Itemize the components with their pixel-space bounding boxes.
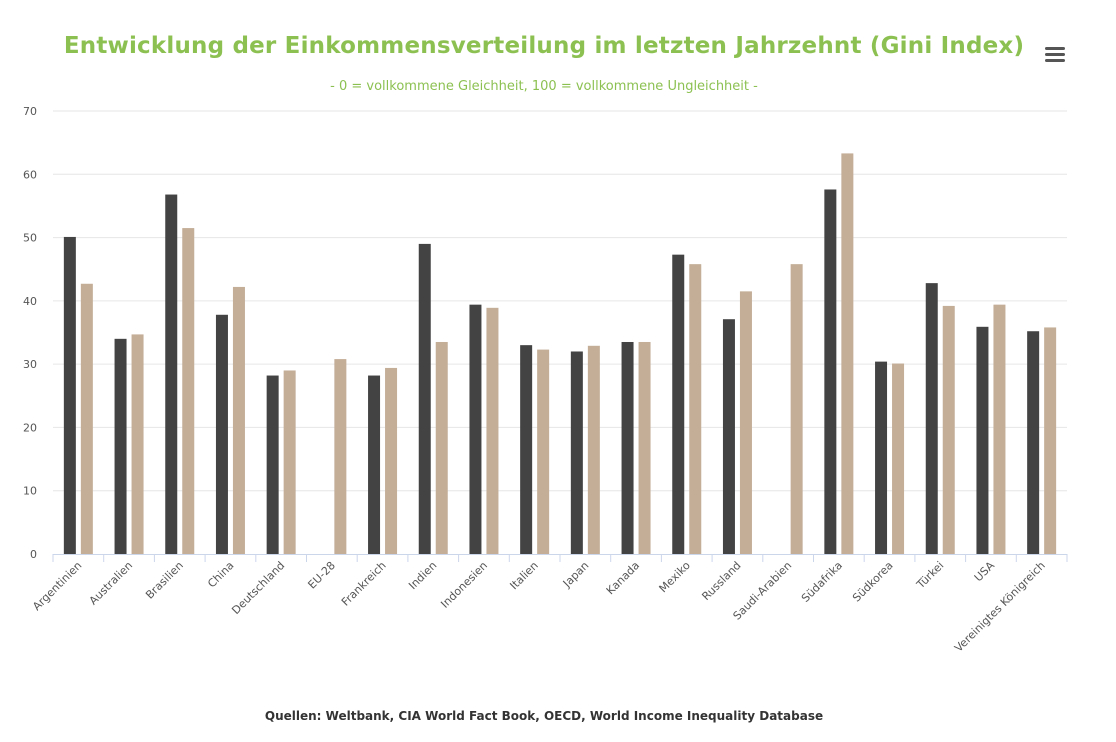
x-tick-label: Russland [699, 559, 743, 603]
bar [368, 375, 381, 554]
y-tick-label: 20 [23, 421, 37, 434]
bar [1027, 331, 1040, 554]
y-tick-label: 0 [30, 548, 37, 561]
chart-source: Quellen: Weltbank, CIA World Fact Book, … [264, 709, 824, 723]
bar [486, 307, 499, 554]
y-tick-label: 40 [23, 295, 37, 308]
bar [131, 334, 144, 554]
bar [942, 305, 955, 554]
bar [385, 367, 398, 554]
y-tick-label: 60 [23, 168, 37, 181]
x-tick-label: Südafrika [799, 559, 845, 605]
bar [418, 243, 431, 554]
bar [570, 351, 583, 554]
y-tick-label: 10 [23, 485, 37, 498]
x-tick-label: Türkei [913, 559, 946, 592]
x-tick-label: Kanada [604, 559, 642, 597]
bar [993, 304, 1006, 554]
bar [824, 189, 837, 554]
bar [621, 341, 634, 554]
bar [165, 194, 178, 554]
bar [469, 304, 482, 554]
x-tick-label: Australien [87, 559, 136, 608]
bar [537, 349, 550, 554]
y-tick-label: 30 [23, 358, 37, 371]
bar [334, 359, 347, 554]
bar [80, 283, 93, 554]
x-tick-label: Brasilien [143, 559, 186, 602]
hamburger-menu-icon[interactable] [1042, 44, 1068, 68]
bar [841, 153, 854, 554]
x-tick-label: Vereinigtes Königreich [952, 559, 1048, 655]
x-tick-label: Italien [507, 559, 540, 592]
bar [283, 370, 296, 554]
x-tick-label: Argentinien [30, 559, 84, 613]
bar [63, 236, 76, 554]
y-tick-label: 50 [23, 232, 37, 245]
bar [875, 361, 888, 554]
bar [215, 314, 228, 554]
x-tick-label: EU-28 [305, 559, 338, 592]
bar [266, 375, 279, 554]
bar [672, 254, 685, 554]
bar [739, 291, 752, 554]
bar [722, 319, 735, 554]
bar [976, 326, 989, 554]
bar [689, 264, 702, 554]
x-tick-label: Deutschland [229, 559, 287, 617]
x-tick-label: USA [972, 559, 998, 585]
bar [925, 283, 938, 554]
bar [1044, 327, 1057, 554]
x-tick-label: Südkorea [850, 559, 896, 605]
bar [114, 338, 127, 554]
bar [892, 363, 905, 554]
bar [638, 341, 651, 554]
x-tick-label: Japan [560, 559, 592, 591]
bar [435, 341, 448, 554]
x-tick-label: Mexiko [657, 559, 693, 595]
x-tick-label: Indien [406, 559, 439, 592]
bar [182, 228, 195, 555]
chart-subtitle: - 0 = vollkommene Gleichheit, 100 = voll… [330, 79, 758, 94]
bar [790, 264, 803, 554]
bar [587, 345, 600, 554]
y-tick-label: 70 [23, 105, 37, 118]
x-tick-label: China [205, 559, 236, 590]
x-tick-label: Indonesien [438, 559, 490, 611]
bar [520, 345, 533, 554]
bar [232, 286, 245, 554]
chart-title: Entwicklung der Einkommensverteilung im … [63, 33, 1025, 59]
x-tick-label: Frankreich [339, 559, 389, 609]
